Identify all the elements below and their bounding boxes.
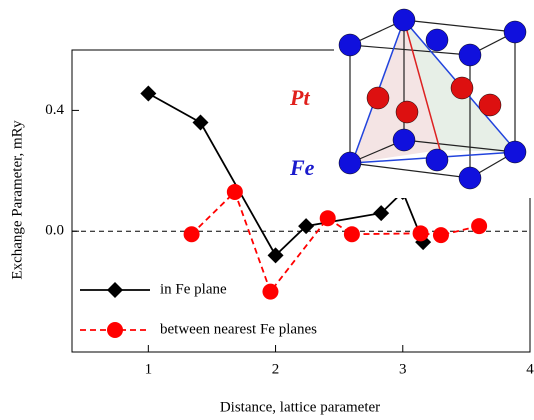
marker [267,247,284,264]
annotation-pt: Pt [289,85,310,110]
marker [183,226,200,243]
legend-label: between nearest Fe planes [160,321,317,337]
y-axis-label: Exchange Parameter, mRy [9,120,25,280]
x-axis-label: Distance, lattice parameter [220,399,380,415]
marker [192,114,209,131]
series-line [190,190,480,294]
marker [432,227,449,244]
inset-crystal [334,6,534,198]
marker [373,205,390,222]
marker [140,85,157,102]
marker [319,210,336,227]
y-tick-label: 0.0 [45,223,64,239]
x-tick-label: 2 [272,361,280,377]
annotation-fe: Fe [289,155,315,180]
marker [298,218,315,235]
marker [343,226,360,243]
legend-label: in Fe plane [160,281,227,297]
marker [226,183,243,200]
marker [471,218,488,235]
x-tick-label: 1 [145,361,153,377]
marker [412,225,429,242]
y-tick-label: 0.4 [45,102,64,118]
marker [262,283,279,300]
x-tick-label: 3 [399,361,407,377]
plot-frame [71,49,531,353]
x-tick-label: 4 [526,361,534,377]
